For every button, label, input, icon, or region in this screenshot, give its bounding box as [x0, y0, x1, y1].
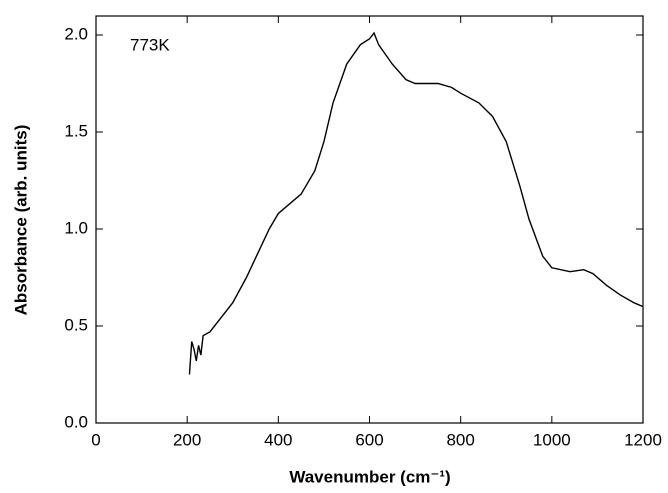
plot-frame	[95, 15, 644, 424]
y-tick-label: 1.5	[64, 121, 88, 140]
annotation: 773K	[130, 35, 170, 54]
y-axis-label: Absorbance (arb. units)	[11, 125, 30, 316]
y-tick-label: 0.0	[64, 412, 88, 431]
x-tick-label: 1200	[624, 430, 662, 449]
x-tick-label: 800	[446, 430, 474, 449]
x-tick-label: 600	[355, 430, 383, 449]
x-axis-label: Wavenumber (cm⁻¹)	[289, 467, 450, 486]
y-tick-label: 1.0	[64, 218, 88, 237]
x-tick-label: 200	[173, 430, 201, 449]
data-line	[188, 31, 644, 375]
x-tick-label: 400	[264, 430, 292, 449]
x-tick-label: 1000	[533, 430, 571, 449]
x-tick-label: 0	[91, 430, 100, 449]
y-tick-label: 2.0	[64, 24, 88, 43]
y-tick-label: 0.5	[64, 315, 88, 334]
